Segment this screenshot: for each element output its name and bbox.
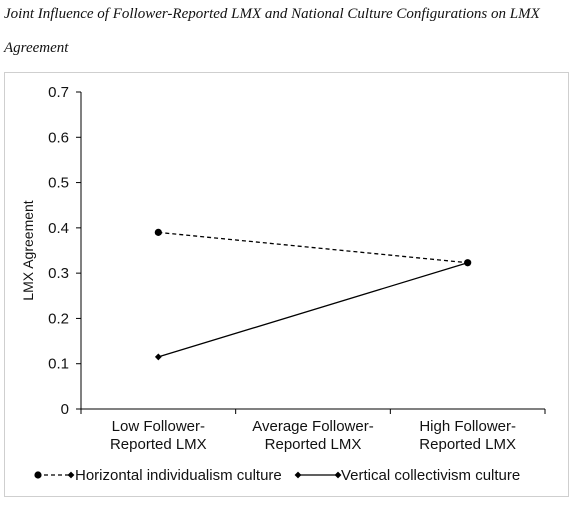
x-tick-label-line: Average Follower- <box>252 418 373 435</box>
data-point <box>154 353 162 361</box>
x-tick-label: High Follower-Reported LMX <box>419 418 516 453</box>
legend-marker-1b <box>67 471 75 479</box>
legend-marker-2b <box>334 471 342 479</box>
x-tick-label-line: Low Follower- <box>112 418 205 435</box>
y-tick-label: 0.1 <box>48 356 69 373</box>
caption-line-2: Agreement <box>4 40 69 56</box>
chart-frame <box>4 72 569 497</box>
legend-marker-1 <box>34 471 42 479</box>
x-tick-label-line: Reported LMX <box>110 436 207 453</box>
y-tick-label: 0.5 <box>48 175 69 192</box>
y-tick-label: 0.3 <box>48 265 69 282</box>
y-tick-label: 0.7 <box>48 84 69 101</box>
x-tick-label-line: Reported LMX <box>265 436 362 453</box>
legend-label-1: Horizontal individualism culture <box>75 467 282 484</box>
data-point <box>154 228 162 236</box>
legend-label-2: Vertical collectivism culture <box>341 467 520 484</box>
figure-caption: Joint Influence of Follower-Reported LMX… <box>4 6 576 56</box>
legend-marker-2 <box>294 471 302 479</box>
caption-line-1: Joint Influence of Follower-Reported LMX… <box>4 6 540 22</box>
series-line-1 <box>158 231 468 264</box>
x-tick-label: Average Follower-Reported LMX <box>252 418 373 453</box>
series-line-2 <box>158 262 468 358</box>
x-tick-label-line: High Follower- <box>419 418 516 435</box>
y-tick-label: 0 <box>61 401 69 418</box>
x-tick-label-line: Reported LMX <box>419 436 516 453</box>
data-point <box>464 259 472 267</box>
y-tick-label: 0.4 <box>48 220 69 237</box>
y-tick-label: 0.6 <box>48 129 69 146</box>
x-tick-label: Low Follower-Reported LMX <box>110 418 207 453</box>
y-axis-title: LMX Agreement <box>20 200 36 300</box>
y-tick-label: 0.2 <box>48 310 69 327</box>
